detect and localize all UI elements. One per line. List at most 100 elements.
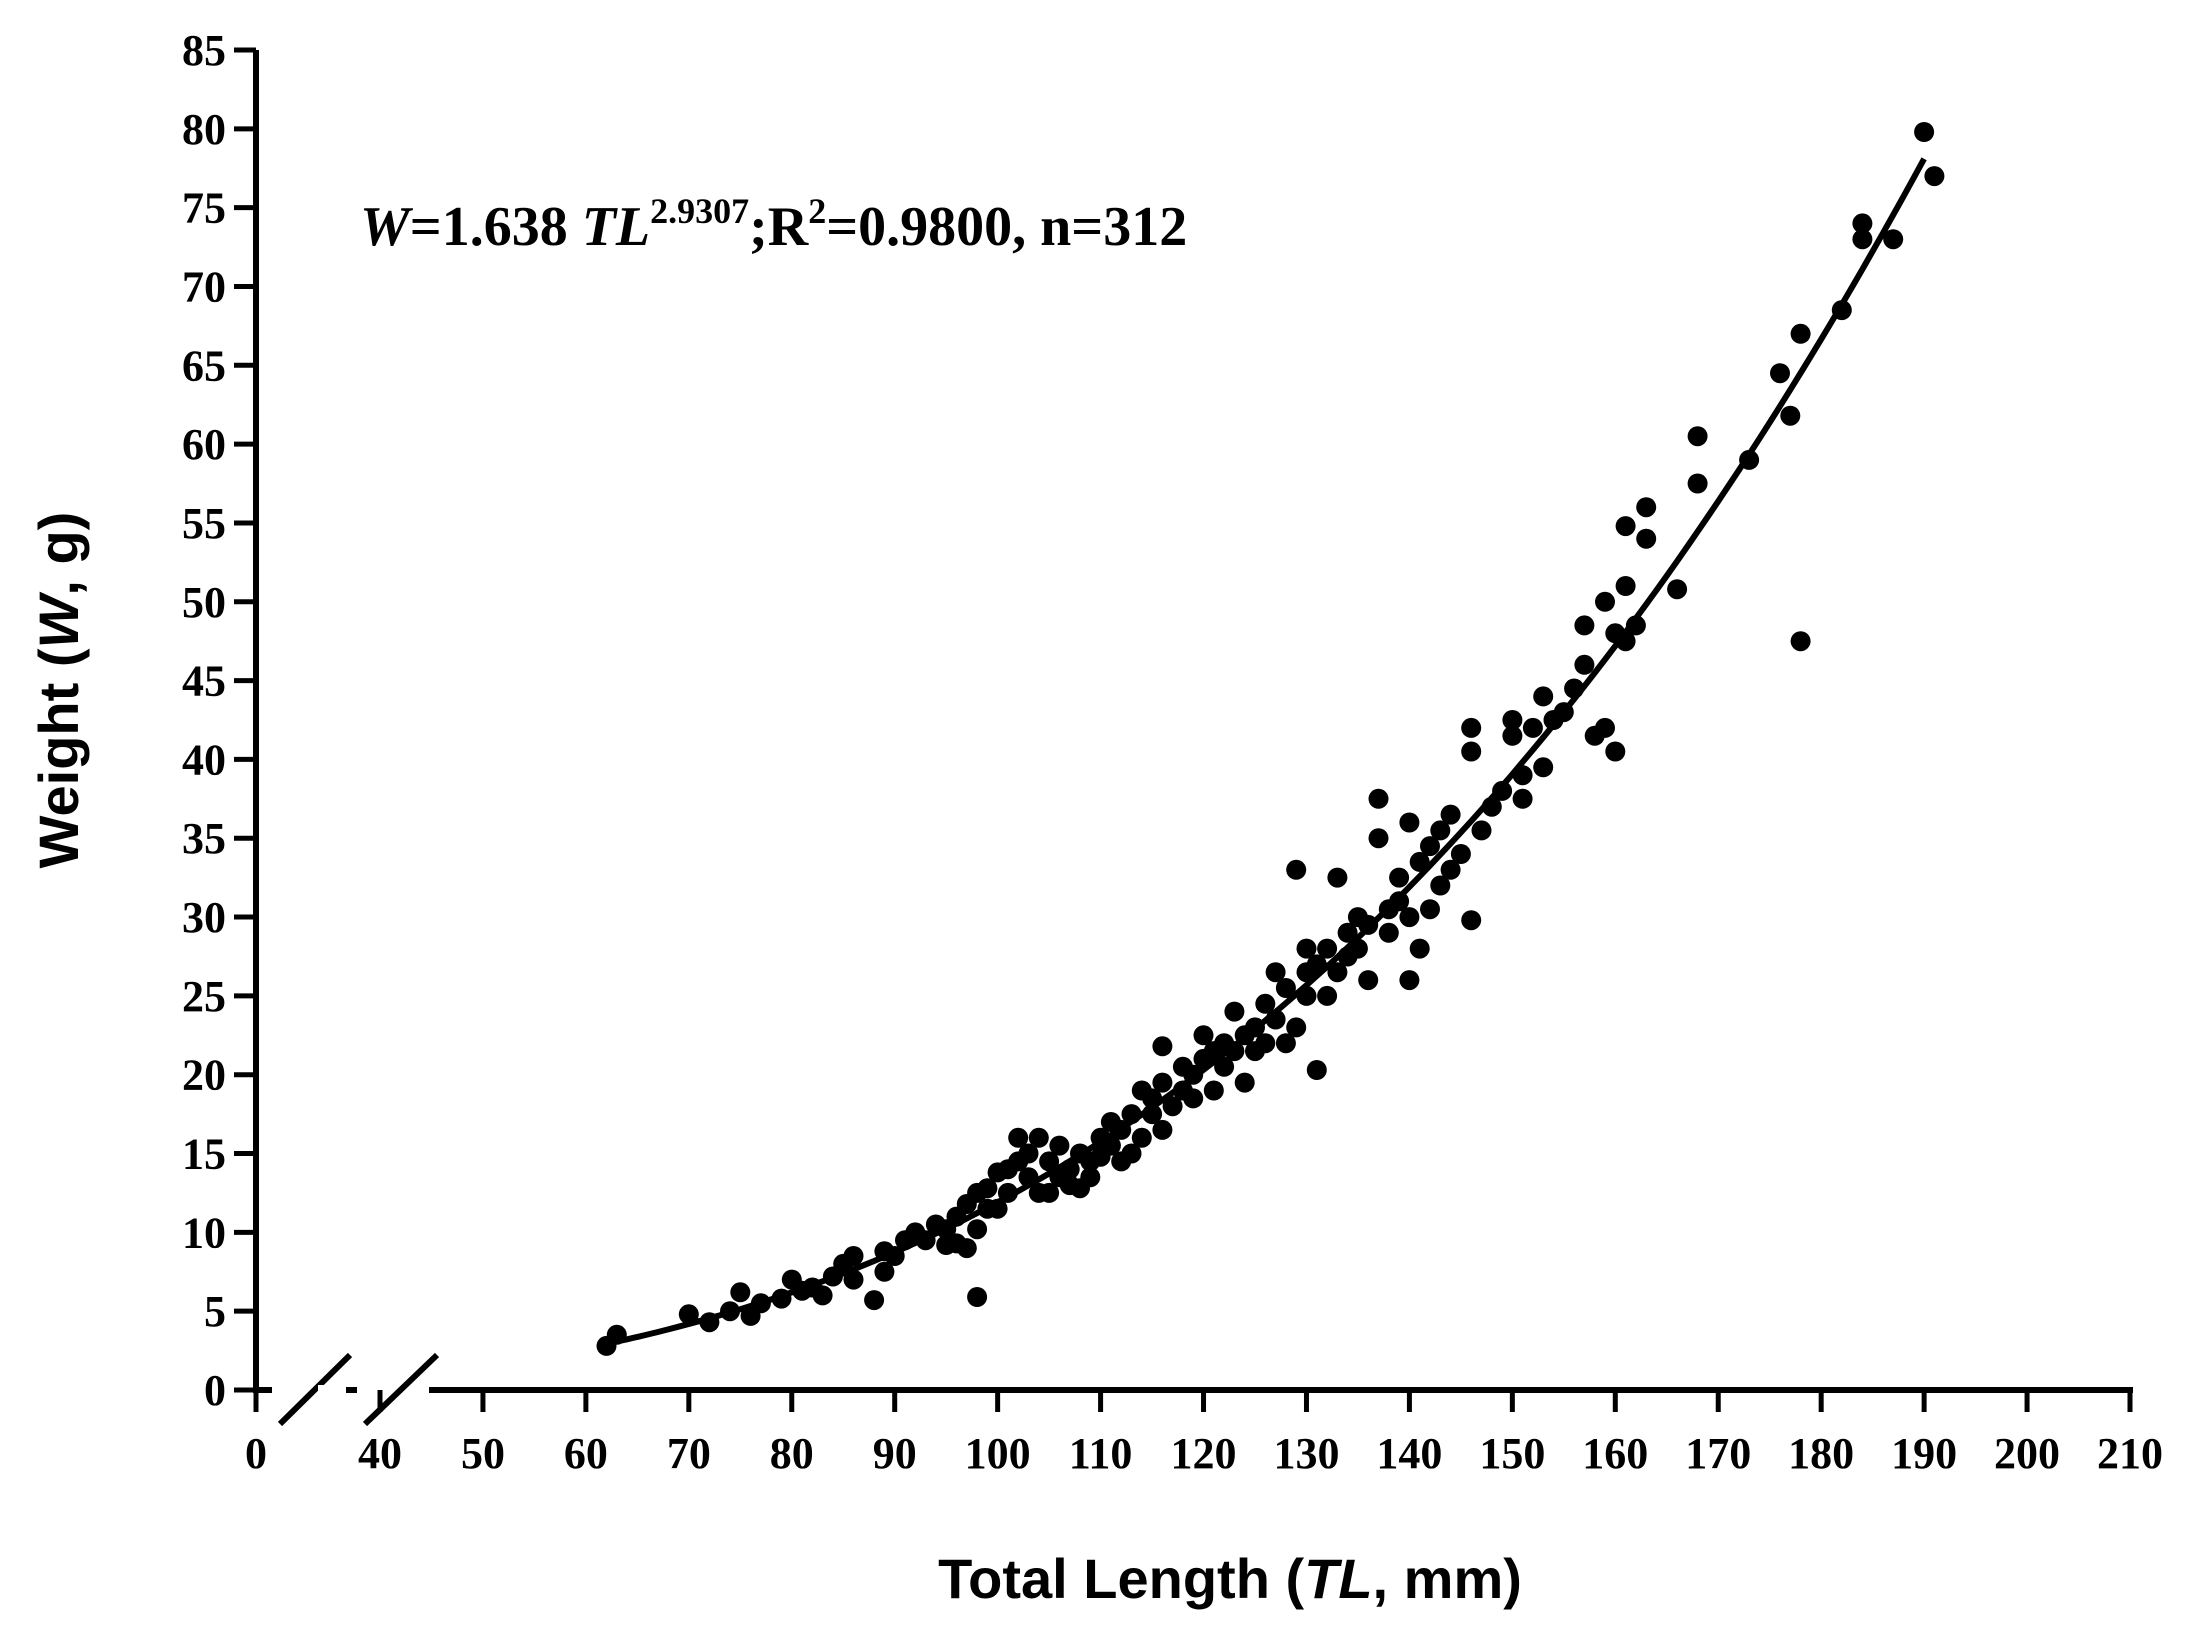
data-point [1121,1143,1142,1164]
y-tick-label: 80 [182,105,226,154]
data-point [1883,229,1904,250]
data-point [1852,229,1873,250]
data-point [1595,717,1615,738]
x-tick-label: 120 [1171,1429,1237,1478]
data-point [1234,1072,1255,1093]
data-point [1512,788,1533,809]
data-point [1615,516,1636,537]
data-point [1492,780,1513,801]
data-point [812,1285,833,1306]
data-point [1790,323,1811,344]
regression-equation: W=1.638 TL2.9307;R2=0.9800, n=312 [360,191,1187,258]
data-point [1275,978,1296,998]
data-point [1420,899,1440,920]
data-point [1152,1119,1173,1140]
data-point [1389,867,1410,888]
data-point [874,1261,895,1282]
data-point [1039,1151,1060,1172]
data-points [596,122,1945,1356]
data-point [1245,1017,1265,1038]
data-point [1111,1119,1132,1140]
y-tick-label: 65 [182,341,226,390]
x-tick-label: 0 [245,1429,267,1478]
data-point [1142,1088,1163,1109]
y-axis-title: Weight (W, g) [27,512,90,869]
data-point [1152,1036,1173,1057]
data-point [1574,615,1595,636]
data-point [1533,757,1554,778]
data-point [1317,985,1338,1006]
data-point [1625,615,1646,636]
data-point [1440,859,1461,880]
data-point [1471,820,1492,841]
data-point [1564,678,1585,699]
axes [234,47,2133,1427]
data-point [720,1301,740,1322]
data-point [864,1290,885,1311]
data-point [1450,844,1471,864]
x-tick-label: 40 [358,1429,402,1478]
data-point [1059,1159,1080,1180]
data-point [843,1269,864,1290]
axis-break-mark [277,1352,353,1427]
y-tick-label: 85 [182,26,226,75]
data-point [843,1246,864,1266]
y-tick-label: 35 [182,814,226,863]
x-tick-label: 50 [461,1429,505,1478]
data-point [1306,954,1327,975]
data-point [1615,576,1636,596]
data-point [1100,1135,1121,1156]
data-point [1605,741,1626,762]
data-point [1430,875,1451,896]
data-point [1039,1182,1060,1203]
data-point [967,1287,988,1307]
data-point [1852,213,1873,234]
data-point [1440,804,1461,825]
data-point [1553,702,1574,723]
x-tick-label: 80 [770,1429,814,1478]
x-tick-label: 160 [1582,1429,1648,1478]
data-point [1008,1127,1029,1148]
data-point [1461,741,1482,762]
data-point [1080,1167,1101,1188]
data-point [1502,710,1523,730]
tick-labels: 0 5 10 15 20 25 30 35 40 45 50 55 60 65 70 75 80 85 0 40 50 6… [182,26,2163,1478]
data-point [1018,1167,1039,1188]
data-point [1214,1056,1235,1077]
y-tick-label: 75 [182,184,226,233]
y-tick-label: 0 [204,1366,226,1415]
data-point [1636,528,1657,549]
data-point [1615,631,1636,652]
data-point [1203,1080,1224,1101]
data-point [1265,962,1286,983]
data-point [1306,1060,1327,1080]
data-point [699,1312,720,1333]
data-point [1667,579,1688,600]
data-point [1224,1041,1245,1062]
x-tick-label: 150 [1479,1429,1545,1478]
data-point [1327,962,1348,983]
data-point [1121,1104,1142,1125]
data-point [1286,859,1307,880]
data-point [1162,1096,1183,1117]
y-tick-label: 70 [182,262,226,311]
data-point [1368,788,1389,809]
data-point [1574,654,1595,675]
y-tick-label: 20 [182,1051,226,1100]
data-point [1142,1104,1163,1125]
data-point [1028,1127,1049,1148]
data-point [1409,851,1430,872]
data-point [1595,591,1615,612]
data-point [771,1288,792,1309]
data-point [1512,765,1533,786]
x-tick-label: 100 [965,1429,1031,1478]
data-point [606,1324,627,1345]
data-point [956,1238,977,1259]
data-point [1399,907,1420,928]
data-point [678,1304,699,1325]
y-tick-label: 60 [182,420,226,469]
data-point [1780,405,1801,426]
data-point [1049,1135,1070,1156]
data-point [1461,717,1482,738]
